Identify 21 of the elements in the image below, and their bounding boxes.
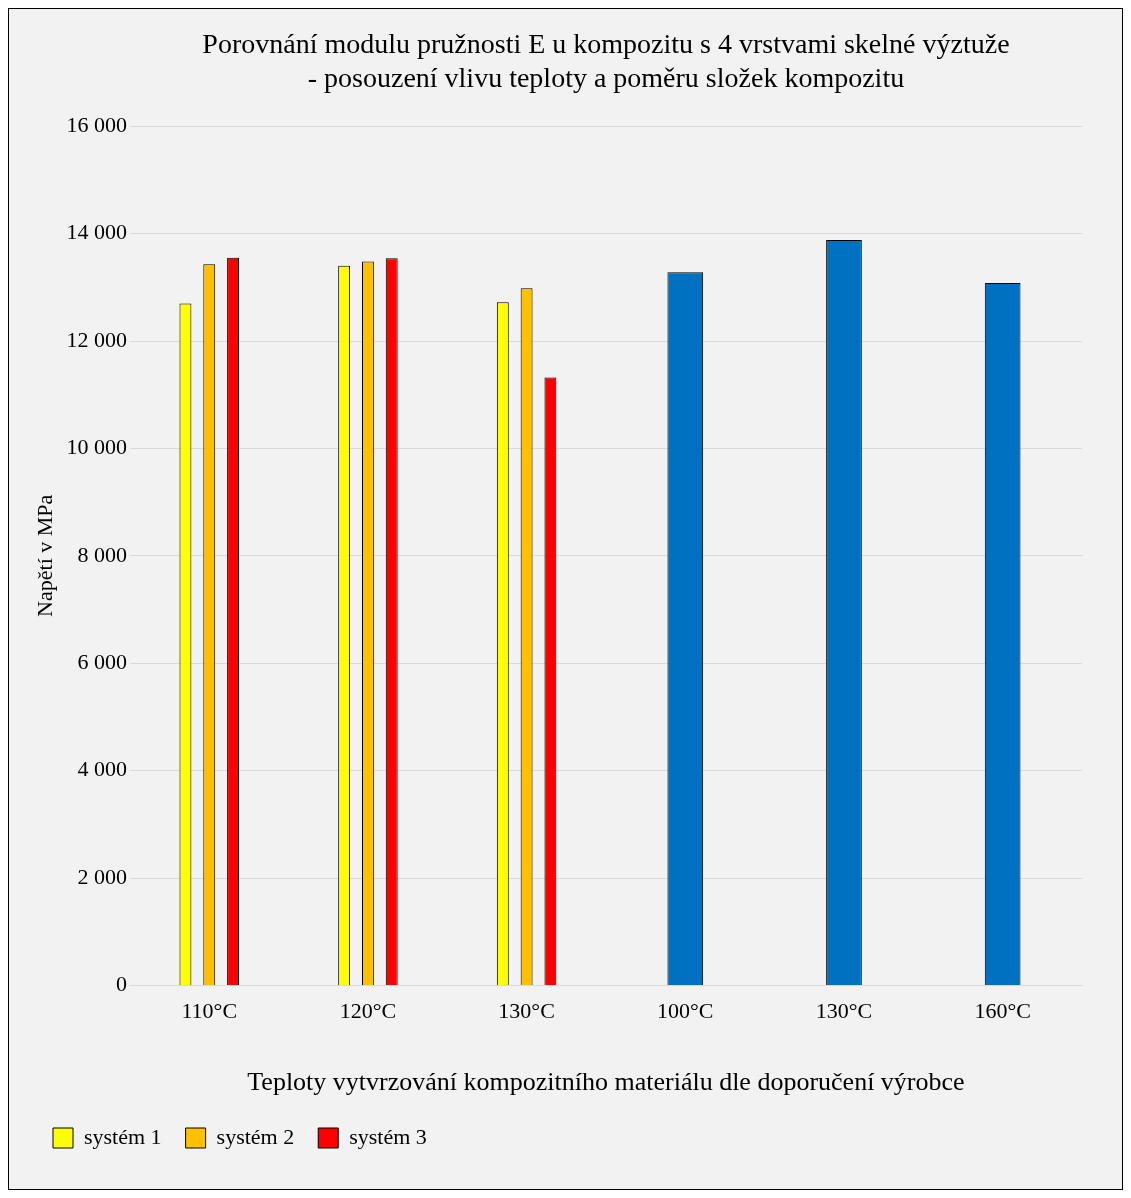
y-tick-label: 14 000 bbox=[66, 219, 127, 245]
chart-title: Porovnání modulu pružnosti E u kompozitu s 4 vrstvami skelné výztuže - posouzení vlivu teploty a poměru složek kompozitu bbox=[202, 28, 1010, 93]
y-tick-label: 2 000 bbox=[77, 863, 127, 889]
x-tick-label: 110°C bbox=[181, 998, 238, 1024]
x-tick-label: 130°C bbox=[498, 998, 555, 1024]
y-tick-label: 0 bbox=[115, 971, 127, 997]
y-tick-label: 16 000 bbox=[66, 111, 127, 137]
x-axis-title: Teploty vytvrzování kompozitního materiálu dle doporučení výrobce bbox=[247, 1067, 965, 1097]
y-axis-title: Napětí v MPa bbox=[31, 494, 57, 617]
x-tick-label: 130°C bbox=[815, 998, 873, 1024]
y-tick-label: 6 000 bbox=[77, 648, 127, 674]
x-tick-label: 160°C bbox=[974, 998, 1031, 1024]
x-tick-label: 120°C bbox=[339, 998, 397, 1024]
legend-label: systém 2 bbox=[216, 1123, 295, 1149]
legend-label: systém 1 bbox=[84, 1123, 162, 1149]
y-tick-label: 12 000 bbox=[66, 326, 127, 352]
x-tick-label: 100°C bbox=[657, 998, 714, 1024]
y-tick-label: 4 000 bbox=[77, 756, 127, 782]
legend-label: systém 3 bbox=[349, 1123, 427, 1149]
y-tick-label: 10 000 bbox=[66, 434, 127, 460]
y-tick-label: 8 000 bbox=[77, 541, 127, 567]
